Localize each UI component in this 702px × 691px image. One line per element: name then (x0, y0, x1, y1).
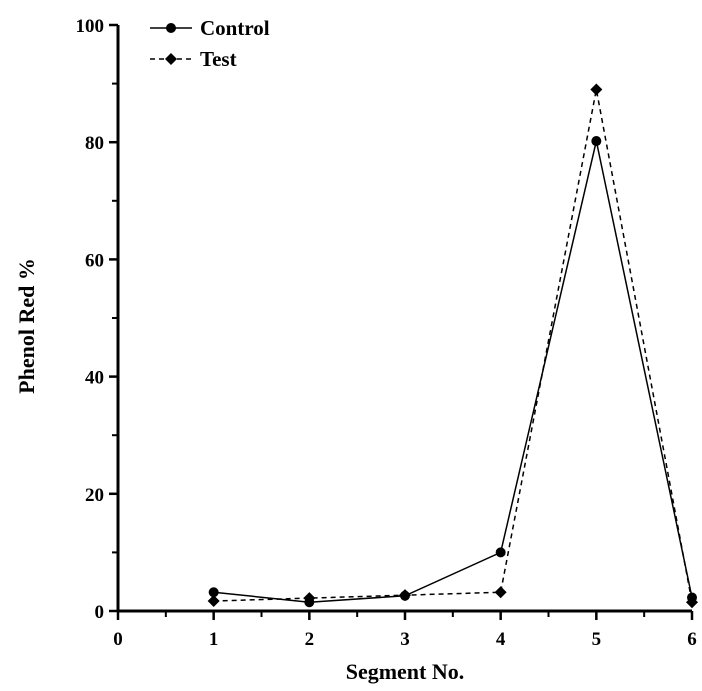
legend: Control Test (150, 16, 270, 71)
legend-label-test: Test (200, 47, 237, 71)
x-tick-label: 1 (209, 629, 219, 650)
x-tick-label: 0 (113, 629, 123, 650)
x-tick-label: 2 (305, 629, 315, 650)
x-tick-label: 4 (496, 629, 506, 650)
legend-label-control: Control (200, 16, 270, 40)
legend-marker-test (165, 53, 177, 65)
data-point-test (207, 595, 220, 608)
y-axis-title: Phenol Red % (14, 258, 39, 394)
series-group (207, 83, 698, 609)
x-tick-label: 5 (592, 629, 602, 650)
data-point-test (399, 589, 411, 602)
y-tick-label: 0 (95, 602, 105, 623)
legend-item-test: Test (150, 47, 237, 71)
data-point-control (591, 136, 602, 147)
data-point-test (494, 586, 507, 599)
y-tick-label: 40 (85, 368, 104, 389)
data-point-test (303, 592, 316, 605)
x-tick-label: 6 (687, 629, 697, 650)
series-line-test (213, 89, 693, 603)
data-point-control (208, 587, 219, 598)
legend-marker-control (166, 23, 176, 33)
data-point-control (495, 547, 506, 558)
y-axis-ticks: 0 20 40 60 80 100 (76, 16, 118, 623)
y-tick-label: 80 (85, 133, 104, 154)
x-axis-ticks: 0 1 2 3 4 5 6 (113, 611, 697, 650)
x-axis-title: Segment No. (346, 659, 465, 684)
series-line-control (213, 140, 693, 603)
x-tick-label: 3 (400, 629, 410, 650)
y-tick-label: 20 (85, 485, 104, 506)
y-tick-label: 60 (85, 250, 104, 271)
data-point-test (686, 596, 698, 609)
data-point-test (590, 83, 603, 96)
legend-item-control: Control (150, 16, 270, 40)
y-tick-label: 100 (76, 16, 105, 37)
plot-area: 0 1 2 3 4 5 6 0 20 40 60 80 100 (76, 16, 698, 650)
